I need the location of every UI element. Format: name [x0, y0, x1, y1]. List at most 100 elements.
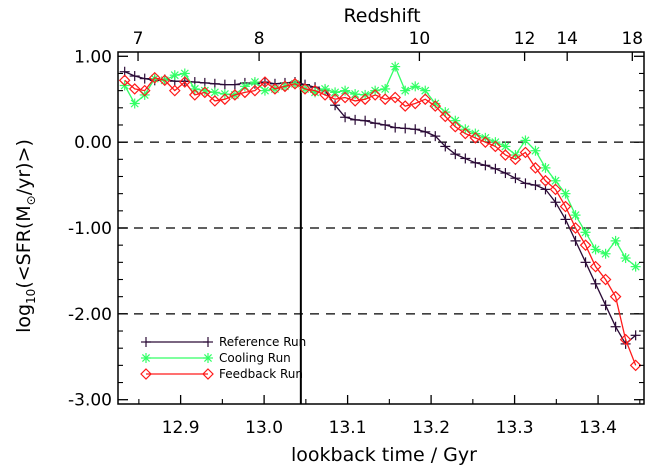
point-reference-run — [209, 78, 220, 89]
marker-diamond — [239, 86, 251, 99]
marker-d2 — [621, 254, 630, 263]
legend-entry-feedback: Feedback Run — [140, 367, 303, 381]
point-feedback-run — [429, 100, 442, 112]
marker-diamond — [449, 120, 462, 133]
marker-d2 — [180, 69, 189, 78]
marker-d2 — [501, 142, 510, 151]
point-feedback-run — [239, 86, 251, 99]
series-feedback-run — [118, 71, 642, 372]
point-reference-run — [510, 173, 521, 184]
marker-diamond — [479, 136, 492, 148]
point-feedback-run — [489, 140, 502, 153]
point-reference-run — [360, 115, 371, 126]
marker-diamond — [229, 89, 241, 101]
top-tick-label: 10 — [409, 29, 431, 49]
point-cooling-run — [330, 87, 341, 98]
top-tick-label: 18 — [621, 29, 643, 49]
point-feedback-run — [359, 93, 371, 106]
point-cooling-run — [380, 83, 391, 94]
point-feedback-run — [188, 89, 201, 101]
point-reference-run — [229, 79, 240, 90]
marker-d2 — [170, 71, 179, 80]
marker-d2 — [541, 163, 550, 172]
legend: Reference Run Cooling Run Feedback Run — [140, 335, 306, 381]
point-feedback-run — [279, 80, 291, 93]
top-tick-label: 8 — [254, 29, 265, 49]
point-reference-run — [490, 163, 501, 174]
top-tick-label: 12 — [514, 29, 536, 49]
point-reference-run — [410, 124, 421, 135]
point-feedback-run — [609, 290, 622, 303]
marker-diamond — [188, 89, 201, 101]
point-cooling-run — [550, 175, 561, 186]
point-feedback-run — [198, 86, 211, 99]
point-cooling-run — [630, 261, 641, 272]
marker-d2 — [411, 82, 420, 91]
point-feedback-run — [419, 93, 432, 106]
marker-diamond — [569, 222, 582, 234]
point-cooling-run — [239, 81, 250, 92]
point-cooling-run — [400, 85, 411, 96]
point-reference-run — [390, 122, 401, 133]
marker-diamond — [599, 273, 612, 286]
tick-layer: 12.9 13.0 13.1 13.2 13.3 13.4 1.00 0.00 -1.00 -2.… — [68, 29, 644, 438]
y-tick-label: 1.00 — [74, 47, 112, 67]
marker-diamond — [589, 260, 602, 273]
marker-d2 — [210, 88, 219, 97]
point-cooling-run — [450, 115, 461, 126]
marker-d2 — [601, 249, 610, 258]
marker-diamond — [579, 239, 592, 252]
point-cooling-run — [410, 81, 421, 92]
point-feedback-run — [158, 74, 171, 87]
marker-diamond — [439, 110, 452, 123]
marker-diamond — [249, 84, 261, 97]
point-feedback-run — [449, 120, 462, 133]
marker-diamond — [549, 183, 562, 196]
marker-diamond — [559, 200, 572, 213]
marker-d2 — [591, 245, 600, 254]
legend-marker-end — [203, 337, 213, 347]
point-cooling-run — [520, 135, 531, 146]
point-feedback-run — [399, 100, 412, 112]
marker-diamond — [140, 368, 152, 380]
point-feedback-run — [249, 84, 261, 97]
point-reference-run — [590, 278, 601, 289]
point-cooling-run — [169, 70, 180, 81]
marker-d2 — [341, 86, 350, 95]
point-reference-run — [480, 160, 491, 171]
point-feedback-run — [389, 91, 402, 104]
marker-diamond — [269, 83, 281, 95]
point-reference-run — [330, 100, 341, 111]
marker-diamond — [519, 146, 532, 159]
marker-d2 — [260, 86, 269, 95]
top-tick-label: 7 — [133, 29, 144, 49]
point-reference-run — [129, 71, 140, 82]
point-feedback-run — [559, 200, 572, 213]
marker-d2 — [451, 116, 460, 125]
point-cooling-run — [610, 235, 621, 246]
marker-diamond — [219, 93, 231, 106]
point-feedback-run — [529, 162, 542, 174]
marker-d2 — [521, 136, 530, 145]
point-feedback-run — [349, 95, 361, 107]
point-cooling-run — [350, 89, 361, 100]
point-feedback-run — [379, 93, 392, 106]
x-tick-label: 13.4 — [579, 418, 617, 438]
marker-d2 — [141, 353, 151, 363]
marker-d2 — [321, 84, 330, 93]
reference-lines — [118, 52, 644, 404]
point-feedback-run — [629, 359, 642, 372]
legend-marker-start — [141, 337, 151, 347]
legend-entry-reference: Reference Run — [141, 335, 306, 349]
point-feedback-run — [339, 91, 351, 104]
marker-diamond — [279, 80, 291, 93]
point-feedback-run — [128, 83, 141, 95]
marker-diamond — [629, 359, 642, 372]
point-feedback-run — [619, 333, 632, 346]
series-line-reference-run — [124, 71, 637, 345]
point-feedback-run — [459, 127, 472, 140]
point-feedback-run — [319, 89, 331, 101]
marker-d2 — [381, 84, 390, 93]
point-feedback-run — [589, 260, 602, 273]
